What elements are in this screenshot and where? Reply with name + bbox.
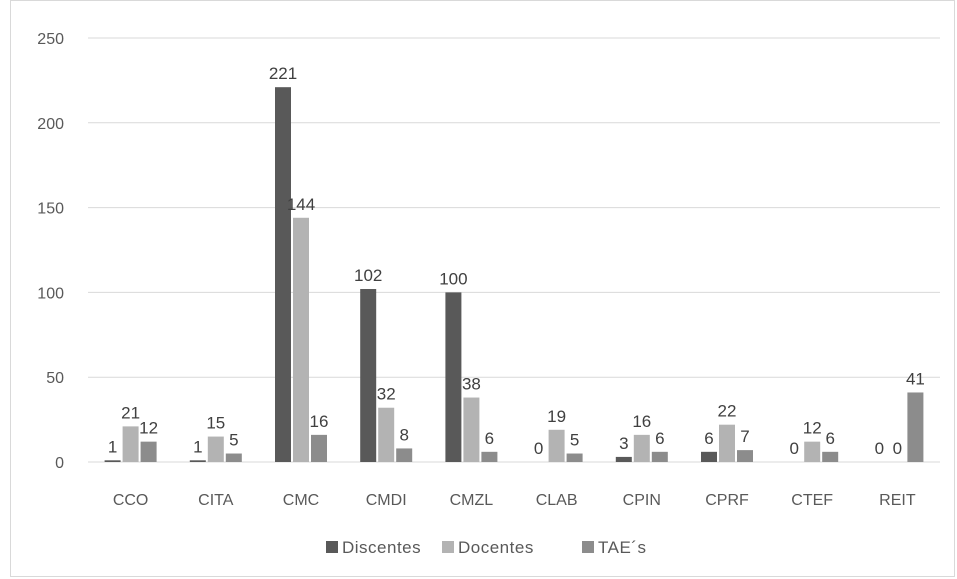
data-label: 144 — [287, 195, 315, 214]
data-label: 1 — [193, 437, 202, 456]
legend: Discentes Docentes TAE´s — [326, 538, 646, 557]
bar-discentes-cco — [104, 460, 121, 462]
y-tick-label: 150 — [37, 201, 64, 218]
bar-taes-cmc — [311, 434, 327, 462]
bar-docentes-cmc — [293, 217, 309, 462]
x-tick-label: CPIN — [623, 492, 661, 509]
data-label: 6 — [485, 429, 494, 448]
data-label: 3 — [619, 434, 628, 453]
bar-taes-ctef — [822, 451, 839, 462]
x-tick-label: CLAB — [536, 492, 578, 509]
data-label: 12 — [803, 419, 822, 438]
x-tick-label: CMZL — [450, 492, 494, 509]
data-label: 102 — [354, 266, 382, 285]
data-label: 6 — [825, 429, 834, 448]
data-label: 32 — [377, 385, 396, 404]
data-label: 0 — [534, 439, 543, 458]
bar-taes-cco — [140, 441, 157, 462]
legend-label: Discentes — [342, 538, 421, 557]
x-tick-label: CPRF — [705, 492, 749, 509]
bar-docentes-cco — [122, 426, 139, 462]
y-tick-label: 200 — [37, 116, 64, 133]
data-label: 6 — [655, 429, 664, 448]
x-tick-label: CCO — [113, 492, 149, 509]
chart-frame — [10, 0, 955, 577]
bar-taes-reit — [907, 392, 924, 462]
bar-docentes-clab — [548, 429, 565, 462]
y-tick-label: 50 — [46, 370, 64, 387]
bar-discentes-cmc — [275, 87, 291, 463]
x-tick-label: REIT — [879, 492, 916, 509]
data-label: 5 — [570, 431, 579, 450]
bar-discentes-cmdi — [360, 289, 377, 462]
bar-docentes-ctef — [804, 441, 821, 462]
x-tick-label: CTEF — [791, 492, 833, 509]
bars — [104, 87, 924, 463]
data-label: 8 — [399, 425, 408, 444]
bar-discentes-cprf — [701, 451, 717, 462]
bar-docentes-cprf — [719, 424, 735, 462]
data-label: 0 — [789, 439, 798, 458]
data-label: 15 — [206, 414, 225, 433]
data-label: 221 — [269, 64, 297, 83]
bar-taes-clab — [566, 453, 583, 462]
legend-item-taes: TAE´s — [582, 538, 646, 557]
bar-taes-cpin — [651, 451, 668, 462]
data-label: 0 — [893, 439, 902, 458]
legend-swatch — [326, 541, 338, 553]
data-label: 1 — [108, 437, 117, 456]
bar-docentes-cmdi — [378, 407, 395, 462]
data-label: 5 — [229, 431, 238, 450]
data-label: 16 — [632, 412, 651, 431]
bar-docentes-cmzl — [463, 397, 480, 462]
y-tick-label: 0 — [55, 455, 64, 472]
x-tick-label: CMC — [283, 492, 319, 509]
data-label: 7 — [740, 427, 749, 446]
bar-taes-cmdi — [396, 448, 413, 462]
bar-docentes-cpin — [633, 434, 650, 462]
data-label: 6 — [704, 429, 713, 448]
legend-item-discentes: Discentes — [326, 538, 421, 557]
data-label: 12 — [139, 419, 158, 438]
bar-discentes-cpin — [615, 456, 632, 462]
data-label: 19 — [547, 407, 566, 426]
x-tick-label: CMDI — [366, 492, 407, 509]
legend-swatch — [442, 541, 454, 553]
data-label: 16 — [310, 412, 329, 431]
bar-docentes-cita — [207, 436, 224, 462]
bar-taes-cita — [225, 453, 242, 462]
data-label: 38 — [462, 375, 481, 394]
x-tick-label: CITA — [198, 492, 234, 509]
bar-discentes-cita — [189, 460, 206, 462]
data-label: 22 — [718, 402, 737, 421]
legend-swatch — [582, 541, 594, 553]
y-tick-label: 250 — [37, 31, 64, 48]
bar-taes-cmzl — [481, 451, 498, 462]
bar-discentes-cmzl — [445, 292, 462, 462]
legend-label: TAE´s — [598, 538, 646, 557]
y-axis: 0 50 100 150 200 250 — [37, 31, 64, 472]
gridlines — [88, 37, 940, 463]
bar-taes-cprf — [737, 450, 753, 462]
legend-item-docentes: Docentes — [442, 538, 534, 557]
legend-label: Docentes — [458, 538, 534, 557]
data-label: 41 — [906, 369, 925, 388]
data-label: 0 — [875, 439, 884, 458]
data-label: 21 — [121, 403, 140, 422]
data-label: 100 — [439, 269, 467, 288]
y-tick-label: 100 — [37, 285, 64, 302]
x-axis: CCO CITA CMC CMDI CMZL CLAB CPIN CPRF CTEF REIT — [113, 492, 916, 509]
